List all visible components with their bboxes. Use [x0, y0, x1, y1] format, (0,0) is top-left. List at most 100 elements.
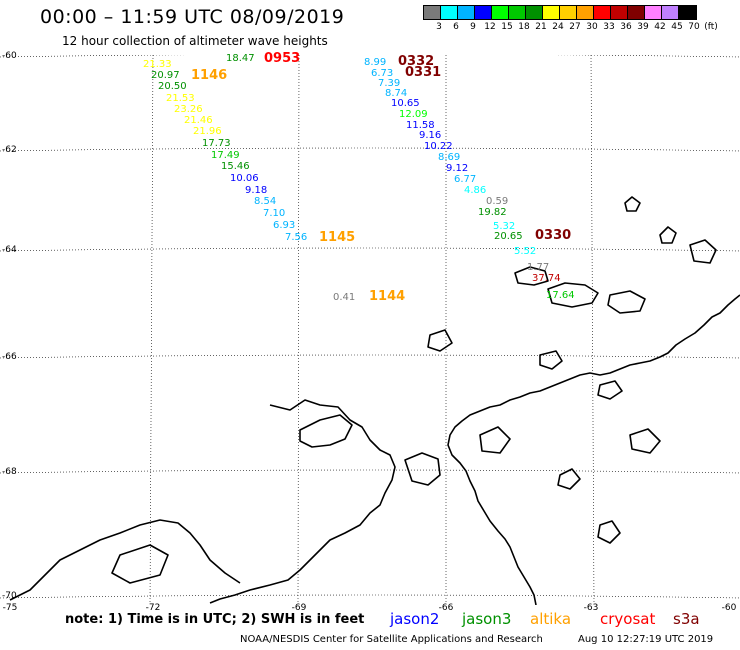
- wave-height-label: 15.46: [221, 161, 250, 172]
- coastline-island-i: [427, 329, 453, 352]
- wave-height-label: 4.86: [464, 185, 487, 196]
- lat-label: -68: [2, 467, 17, 477]
- coastline-island-n: [557, 468, 581, 490]
- meridian-line: [149, 55, 154, 604]
- pass-time-label: 1146: [191, 68, 228, 83]
- page-subtitle: 12 hour collection of altimeter wave hei…: [62, 34, 328, 48]
- color-scale-swatch: [628, 6, 645, 19]
- color-scale-swatches: [423, 5, 697, 20]
- wave-height-label: 17.49: [211, 150, 240, 161]
- wave-height-label: 18.47: [226, 53, 255, 64]
- latitude-line: [0, 247, 740, 252]
- color-scale-label: 42: [654, 22, 666, 32]
- color-scale-swatch: [424, 6, 441, 19]
- color-scale-swatch: [679, 6, 696, 19]
- wave-height-label: 8.54: [254, 196, 277, 207]
- color-scale-swatch: [577, 6, 594, 19]
- wave-height-label: 6.77: [454, 174, 477, 185]
- wave-height-label: 8.74: [385, 88, 408, 99]
- color-scale-swatch: [492, 6, 509, 19]
- map-grid: [0, 55, 740, 604]
- color-scale-swatch: [458, 6, 475, 19]
- wave-height-label: 20.65: [494, 231, 523, 242]
- wave-height-label: 9.18: [245, 185, 268, 196]
- coastline-island-c: [547, 282, 599, 308]
- wave-height-label: 0.59: [486, 196, 509, 207]
- latitude-line: [0, 55, 740, 58]
- page-title: 00:00 – 11:59 UTC 08/09/2019: [40, 6, 345, 28]
- color-scale-swatch: [645, 6, 662, 19]
- map-area: [0, 55, 740, 605]
- color-scale-swatch: [526, 6, 543, 19]
- color-scale-label: 18: [518, 22, 530, 32]
- color-scale-unit: (ft): [704, 22, 718, 32]
- color-scale-swatch: [662, 6, 679, 19]
- legend-altika: altika: [530, 610, 572, 628]
- color-scale-label: 15: [501, 22, 513, 32]
- wave-height-label: 9.16: [419, 130, 442, 141]
- updated-timestamp: Aug 10 12:27:19 UTC 2019: [578, 634, 714, 645]
- wave-height-label: 17.73: [202, 138, 231, 149]
- wave-height-label: 21.53: [166, 93, 195, 104]
- wave-height-label: 6.93: [273, 220, 296, 231]
- latitude-line: [0, 469, 740, 474]
- coastline-island-p: [111, 544, 169, 584]
- color-scale-swatch: [611, 6, 628, 19]
- wave-height-label: 7.10: [263, 208, 286, 219]
- wave-height-label: 37.74: [532, 273, 561, 284]
- coastline-island-o: [597, 520, 621, 544]
- meridian-line: [590, 55, 595, 604]
- coastline-island-j: [539, 350, 563, 370]
- units-note: note: 1) Time is in UTC; 2) SWH is in fe…: [65, 612, 365, 627]
- coastline-peninsula: [447, 294, 740, 605]
- color-scale-label: 30: [586, 22, 598, 32]
- wave-height-label: 10.06: [230, 173, 259, 184]
- coastline-island-d: [514, 266, 549, 286]
- color-scale-label: 24: [552, 22, 564, 32]
- coastline-south: [209, 399, 396, 604]
- color-scale-label: 45: [671, 22, 683, 32]
- pass-time-label: 0330: [535, 228, 572, 243]
- color-scale-labels: 3 6 9 12 15 18 21 24 27 30 33 36 39 42 45 70 (ft): [423, 22, 740, 36]
- coastline-island-b: [404, 452, 441, 486]
- color-scale-swatch: [560, 6, 577, 19]
- wave-height-label: 5.52: [514, 246, 537, 257]
- color-scale-swatch: [509, 6, 526, 19]
- legend-s3a: s3a: [673, 610, 700, 628]
- wave-height-label: 20.50: [158, 81, 187, 92]
- credit-text: NOAA/NESDIS Center for Satellite Applica…: [240, 634, 543, 645]
- wave-height-label: 5.32: [493, 221, 516, 232]
- wave-height-label: 7.39: [378, 78, 401, 89]
- wave-height-label: 12.09: [399, 109, 428, 120]
- coastline-island-a: [299, 414, 353, 448]
- pass-time-label: 0331: [405, 65, 442, 80]
- wave-height-label: 23.26: [174, 104, 203, 115]
- lat-label: -66: [2, 352, 17, 362]
- wave-height-label: 1.77: [527, 262, 550, 273]
- wave-height-label: 21.33: [143, 59, 172, 70]
- coastline: [9, 196, 740, 605]
- wave-height-label: 9.12: [446, 163, 469, 174]
- lon-label: -60: [721, 603, 737, 613]
- lat-label: -64: [2, 245, 17, 255]
- legend-jason2: jason2: [390, 610, 440, 628]
- color-scale-label: 3: [436, 22, 442, 32]
- lon-label: -63: [583, 603, 599, 613]
- wave-height-label: 17.64: [546, 290, 575, 301]
- wave-height-label: 8.69: [438, 152, 461, 163]
- color-scale-label: 21: [535, 22, 547, 32]
- map-canvas: [0, 55, 740, 605]
- legend-jason3: jason3: [462, 610, 512, 628]
- coastline-island-h: [689, 239, 717, 264]
- wave-height-label: 10.65: [391, 98, 420, 109]
- lon-label: -75: [2, 603, 18, 613]
- lon-label: -66: [438, 603, 454, 613]
- lon-label: -69: [291, 603, 307, 613]
- coastline-island-e: [607, 290, 646, 314]
- latitude-line: [0, 354, 740, 359]
- color-scale-label: 27: [569, 22, 581, 32]
- color-scale-swatch: [441, 6, 458, 19]
- wave-height-label: 19.82: [478, 207, 507, 218]
- coastline-island-m: [479, 426, 511, 454]
- color-scale-swatch: [475, 6, 492, 19]
